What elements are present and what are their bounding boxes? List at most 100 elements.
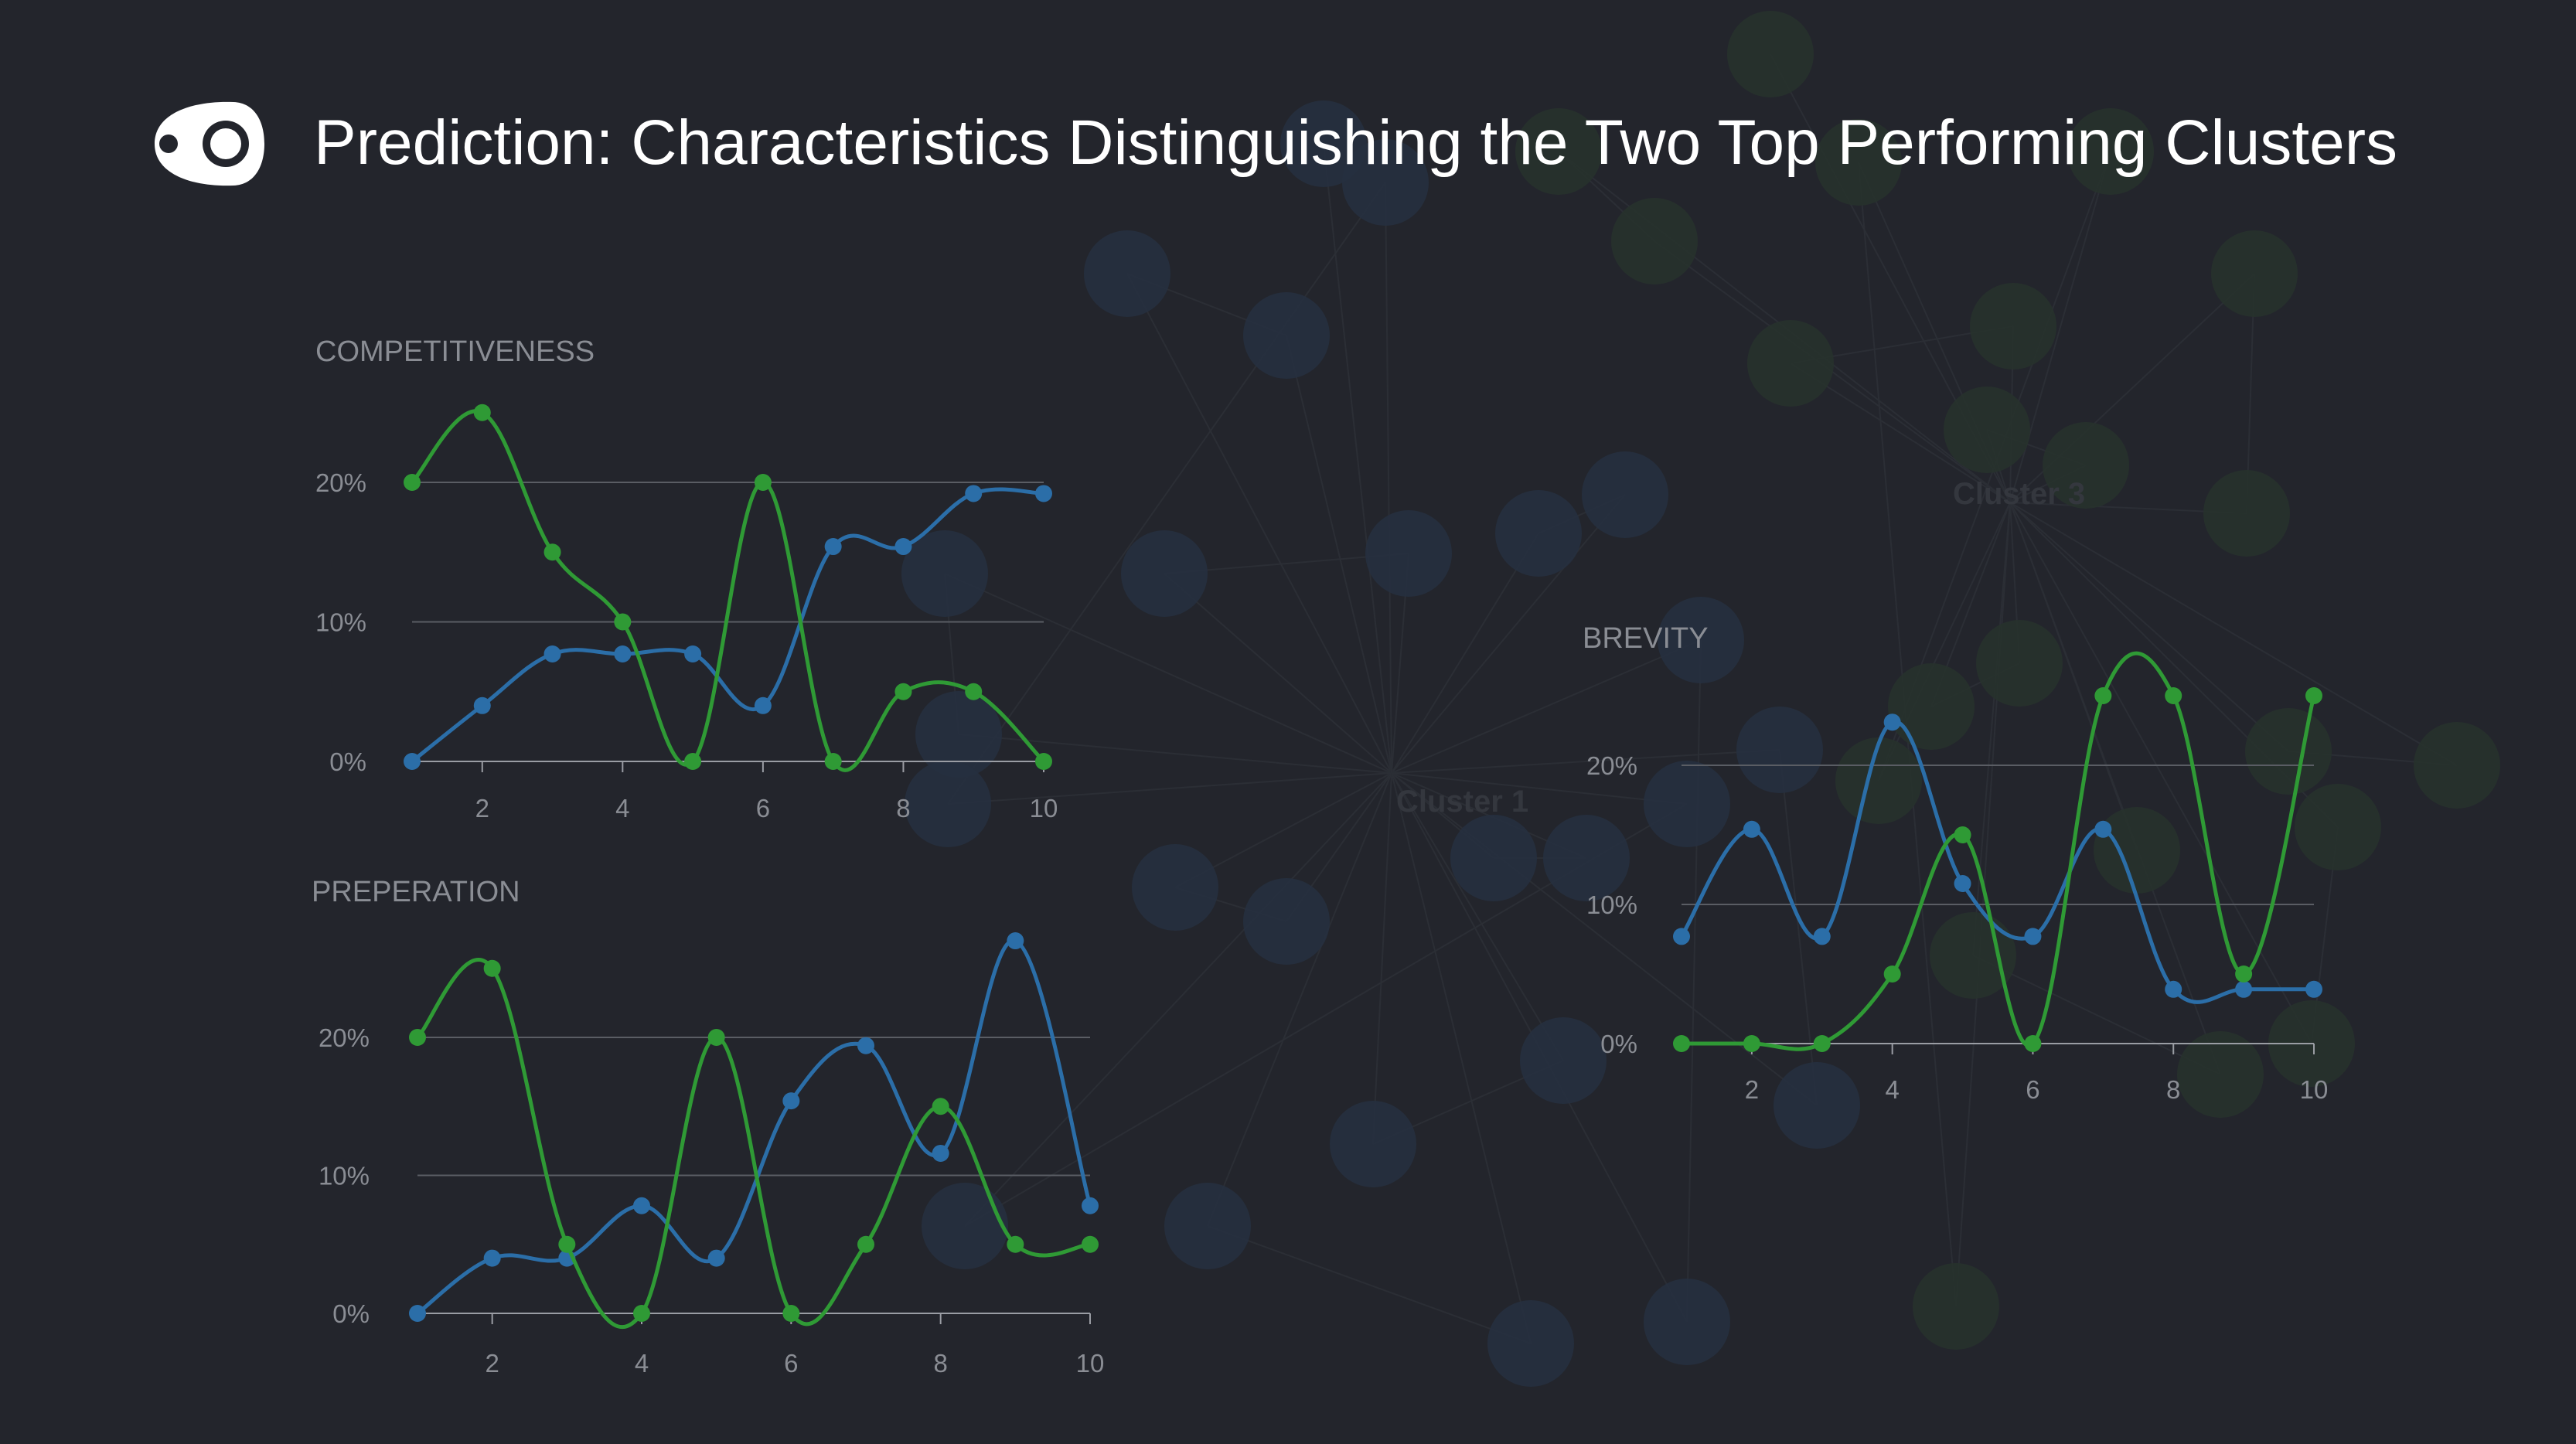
x-tick-label: 10 [2300,1075,2329,1104]
x-tick-label: 6 [756,794,770,822]
y-tick-label: 10% [315,608,366,637]
blue-data-point [684,645,702,663]
green-data-point [1007,1235,1024,1253]
blue-data-point [2235,980,2253,998]
blue-data-point [824,538,842,556]
blue-data-point [932,1144,949,1162]
green-data-point [543,543,561,561]
blue-data-point [2165,980,2182,998]
green-data-point [1035,753,1052,770]
green-data-point [473,404,491,421]
eye-capsule-icon [155,101,264,186]
blue-data-point [1673,928,1690,945]
x-tick-label: 2 [1745,1075,1759,1104]
green-data-point [965,683,983,700]
x-tick-label: 6 [784,1349,798,1378]
green-data-point [2235,966,2253,983]
blue-data-point [483,1249,501,1267]
x-tick-label: 6 [2026,1075,2039,1104]
background-label-cluster-1: Cluster 1 [1396,785,1528,819]
green-data-point [2094,687,2112,704]
green-series-line [1681,651,2316,1051]
blue-data-point [965,485,983,502]
competitiveness-chart-title: COMPETITIVENESS [315,335,595,368]
green-data-point [404,474,421,491]
green-data-point [782,1305,800,1322]
blue-data-point [1954,875,1971,892]
blue-series-line [411,487,1044,763]
green-data-point [483,959,501,977]
green-data-point [2024,1035,2042,1052]
y-tick-label: 20% [1586,751,1637,780]
blue-data-point [754,696,772,714]
x-tick-label: 8 [933,1349,947,1378]
blue-data-point [2305,980,2322,998]
y-tick-label: 0% [332,1299,370,1328]
blue-data-point [707,1249,725,1267]
green-data-point [1673,1035,1690,1052]
green-data-point [409,1029,426,1046]
blue-data-point [2024,928,2042,945]
blue-data-point [1743,820,1760,838]
background-label-cluster-3: Cluster 3 [1953,477,2085,511]
blue-data-point [1813,928,1831,945]
page-title: Prediction: Characteristics Distinguishi… [314,107,2398,178]
x-tick-label: 4 [1885,1075,1899,1104]
green-data-point [857,1235,874,1253]
x-tick-label: 10 [1076,1349,1105,1378]
green-series-line [416,958,1091,1330]
green-data-point [684,753,702,770]
x-tick-label: 2 [475,794,489,822]
blue-data-point [404,753,421,770]
green-data-point [1743,1035,1760,1052]
green-data-point [754,474,772,491]
y-tick-label: 20% [315,468,366,497]
green-data-point [1954,826,1971,843]
x-tick-label: 2 [485,1349,499,1378]
green-data-point [707,1029,725,1046]
blue-data-point [1007,932,1024,950]
green-data-point [558,1235,576,1253]
green-data-point [2305,687,2322,704]
blue-data-point [1082,1197,1099,1214]
y-tick-label: 0% [1600,1030,1637,1058]
blue-data-point [894,538,912,556]
y-tick-label: 10% [1586,891,1637,919]
blue-data-point [1035,485,1052,502]
blue-data-point [633,1197,650,1214]
green-data-point [894,683,912,700]
green-data-point [1883,966,1901,983]
green-data-point [1813,1035,1831,1052]
blue-data-point [857,1037,874,1054]
x-tick-label: 10 [1030,794,1058,822]
blue-data-point [409,1305,426,1322]
green-data-point [633,1305,650,1322]
y-tick-label: 20% [319,1023,370,1052]
x-tick-label: 4 [635,1349,649,1378]
brevity-chart-title: BREVITY [1583,622,1709,655]
green-data-point [824,753,842,770]
blue-data-point [543,645,561,663]
x-tick-label: 8 [896,794,910,822]
preperation-chart-title: PREPERATION [312,876,520,908]
green-data-point [2165,687,2182,704]
blue-data-point [614,645,632,663]
green-data-point [1082,1235,1099,1253]
green-data-point [932,1098,949,1115]
blue-data-point [2094,820,2112,838]
blue-data-point [1883,713,1901,731]
x-tick-label: 4 [615,794,629,822]
blue-data-point [782,1092,800,1110]
blue-data-point [473,696,491,714]
x-tick-label: 8 [2166,1075,2180,1104]
y-tick-label: 0% [329,748,366,776]
green-data-point [614,613,632,631]
y-tick-label: 10% [319,1162,370,1190]
